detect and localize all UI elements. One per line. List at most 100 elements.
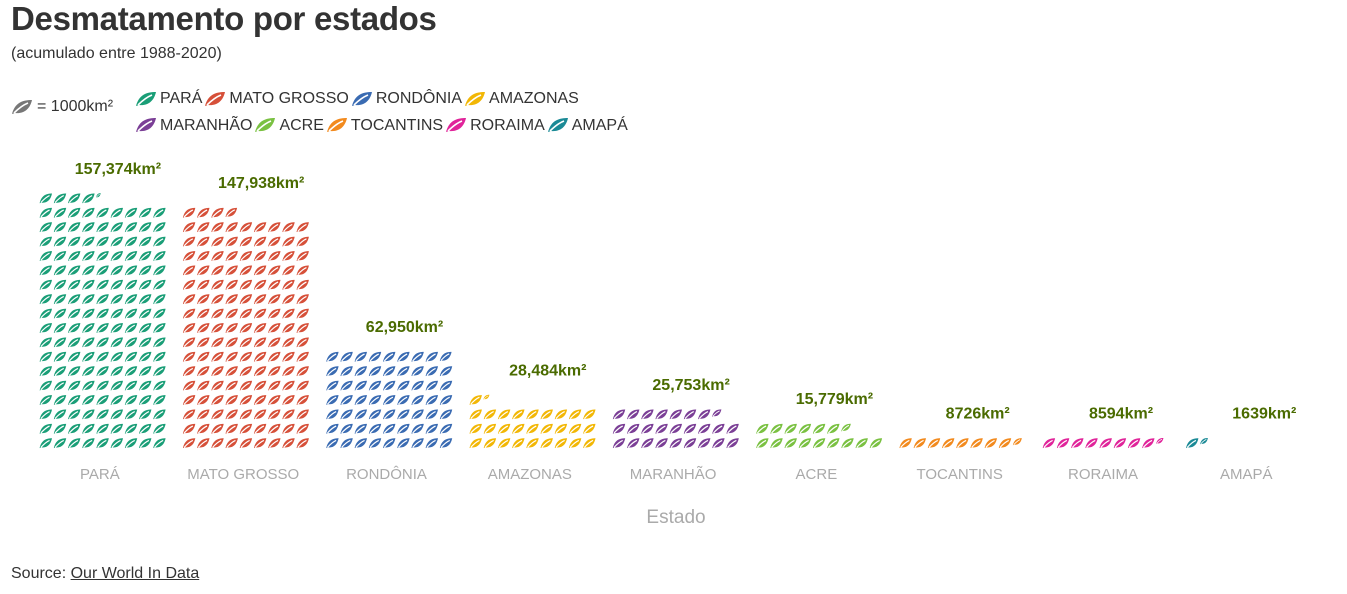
bar-group bbox=[39, 193, 166, 449]
leaf-icon bbox=[869, 438, 883, 449]
leaf-icon bbox=[96, 438, 109, 449]
leaf-icon bbox=[96, 409, 109, 420]
leaf-icon bbox=[225, 279, 238, 290]
leaf-icon bbox=[39, 193, 53, 204]
leaf-icon bbox=[211, 207, 224, 218]
leaf-icon bbox=[136, 118, 156, 132]
leaf-icon bbox=[197, 207, 210, 218]
leaf-icon bbox=[612, 438, 626, 449]
leaf-icon bbox=[239, 323, 253, 333]
leaf-icon bbox=[96, 193, 101, 198]
leaf-icon bbox=[296, 395, 309, 405]
leaf-icon bbox=[197, 409, 210, 420]
leaf-icon bbox=[641, 438, 654, 449]
leaf-icon bbox=[296, 438, 309, 449]
leaf-icon bbox=[211, 380, 224, 391]
leaf-icon bbox=[526, 409, 539, 420]
leaf-icon bbox=[110, 351, 124, 362]
leaf-icon bbox=[411, 380, 424, 391]
leaf-icon bbox=[683, 438, 697, 449]
leaf-icon bbox=[1127, 438, 1141, 449]
legend-item: MATO GROSSO bbox=[204, 87, 349, 110]
leaf-icon bbox=[354, 438, 368, 449]
leaf-icon bbox=[397, 366, 410, 377]
leaf-icon bbox=[153, 423, 166, 434]
leaf-icon bbox=[411, 423, 424, 434]
leaf-icon bbox=[182, 351, 196, 362]
leaf-icon bbox=[110, 380, 124, 391]
leaf-icon bbox=[568, 423, 582, 434]
leaf-icon bbox=[68, 193, 81, 204]
leaf-icon bbox=[39, 409, 53, 420]
leaf-icon bbox=[683, 423, 697, 434]
leaf-icon bbox=[68, 438, 81, 449]
leaf-icon bbox=[268, 438, 281, 449]
leaf-icon bbox=[124, 207, 138, 218]
leaf-icon bbox=[425, 423, 439, 434]
leaf-icon bbox=[68, 337, 81, 348]
leaf-icon bbox=[698, 409, 711, 420]
leaf-icon bbox=[82, 222, 95, 233]
leaf-icon bbox=[698, 423, 711, 434]
leaf-icon bbox=[153, 366, 166, 377]
bar-group bbox=[1042, 438, 1164, 449]
leaf-icon bbox=[368, 409, 382, 420]
leaf-icon bbox=[268, 380, 281, 391]
leaf-icon bbox=[841, 423, 851, 432]
leaf-icon bbox=[82, 294, 95, 305]
leaf-icon bbox=[655, 438, 668, 449]
leaf-icon bbox=[354, 409, 368, 420]
leaf-icon bbox=[368, 423, 382, 434]
source-link[interactable]: Our World In Data bbox=[70, 565, 200, 582]
leaf-icon bbox=[110, 366, 124, 377]
leaf-icon bbox=[124, 279, 138, 290]
leaf-icon bbox=[726, 438, 739, 449]
leaf-icon bbox=[282, 380, 295, 391]
leaf-icon bbox=[153, 207, 166, 218]
leaf-icon bbox=[282, 323, 295, 333]
leaf-icon bbox=[124, 438, 138, 449]
leaf-icon bbox=[68, 251, 81, 261]
leaf-icon bbox=[282, 438, 295, 449]
leaf-icon bbox=[211, 438, 224, 449]
leaf-icon bbox=[12, 100, 32, 114]
leaf-icon bbox=[253, 265, 267, 276]
leaf-icon bbox=[268, 294, 281, 305]
legend: PARÁ MATO GROSSO RONDÔNIA AMAZONAS MARANHÃO A… bbox=[135, 87, 695, 140]
leaf-icon bbox=[268, 236, 281, 247]
leaf-icon bbox=[39, 207, 53, 218]
leaf-icon bbox=[96, 423, 109, 434]
leaf-icon bbox=[153, 308, 166, 319]
leaf-icon bbox=[239, 438, 253, 449]
leaf-icon bbox=[698, 438, 711, 449]
leaf-icon bbox=[282, 308, 295, 319]
leaf-icon bbox=[465, 91, 486, 106]
leaf-icon bbox=[82, 380, 95, 391]
leaf-icon bbox=[153, 380, 166, 391]
leaf-icon bbox=[383, 423, 396, 434]
leaf-icon bbox=[39, 222, 53, 233]
leaf-icon bbox=[253, 308, 267, 319]
leaf-icon bbox=[225, 380, 238, 391]
category-tick-label: RORAIMA bbox=[1068, 466, 1138, 483]
leaf-icon bbox=[211, 294, 224, 305]
leaf-icon bbox=[984, 438, 998, 449]
leaf-icon bbox=[182, 380, 196, 391]
leaf-icon bbox=[139, 294, 152, 305]
leaf-icon bbox=[268, 265, 281, 276]
leaf-icon bbox=[110, 308, 124, 319]
leaf-icon bbox=[641, 409, 654, 420]
leaf-icon bbox=[239, 279, 253, 290]
leaf-icon bbox=[139, 351, 152, 362]
leaf-icon bbox=[96, 323, 109, 333]
leaf-icon bbox=[255, 118, 276, 132]
bar-group bbox=[756, 423, 883, 449]
leaf-icon bbox=[82, 265, 95, 276]
leaf-icon bbox=[827, 423, 840, 434]
leaf-icon bbox=[712, 423, 725, 434]
legend-label: RONDÔNIA bbox=[375, 90, 463, 107]
leaf-icon bbox=[211, 279, 224, 290]
leaf-icon bbox=[182, 251, 196, 261]
leaf-icon bbox=[326, 366, 339, 377]
legend-label: ACRE bbox=[279, 116, 324, 134]
